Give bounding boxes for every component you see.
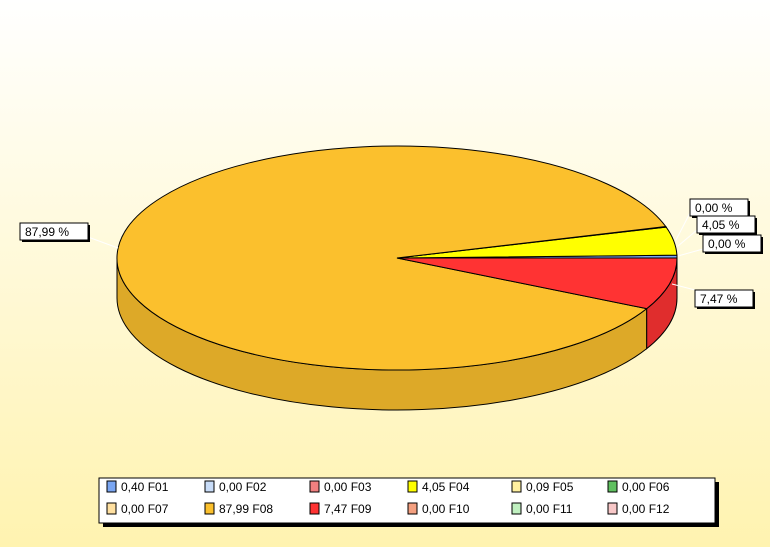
callout-box [19, 222, 89, 241]
callout-box [702, 234, 762, 253]
legend-item: 0,00 F10 [422, 502, 470, 516]
legend-item: 4,05 F04 [422, 480, 470, 494]
legend-item: 7,47 F09 [324, 502, 372, 516]
legend-swatch [511, 502, 522, 515]
legend-swatch [407, 502, 418, 515]
callout-label: 87,99 % [25, 225, 69, 239]
legend-swatch [204, 480, 215, 493]
legend-swatch [204, 502, 215, 515]
callout-labels: 87,99 % 0,00 % 4,05 % 0,00 % 7,47 % [19, 198, 763, 309]
pie-slice-f09 [396, 257, 678, 310]
legend-swatch [309, 502, 320, 515]
legend-item: 0,00 F11 [526, 502, 573, 516]
callout-label: 4,05 % [702, 218, 740, 232]
callout-leader [677, 248, 704, 257]
callout-label: 0,00 % [695, 201, 733, 215]
legend-swatch [511, 480, 522, 493]
legend-item: 0,00 F02 [219, 480, 267, 494]
legend-item: 0,00 F03 [324, 480, 372, 494]
legend-item: 0,00 F06 [622, 480, 670, 494]
legend-item: 0,00 F12 [622, 502, 670, 516]
legend-item: 0,00 F07 [121, 502, 169, 516]
legend-swatch [607, 502, 618, 515]
legend-swatch [106, 480, 117, 493]
pie-slice-f08 [116, 145, 667, 371]
callout-leader [87, 236, 119, 249]
callout-leader [675, 212, 691, 241]
legend-item: 87,99 F08 [219, 502, 273, 516]
legend-item: 0,09 F05 [526, 480, 574, 494]
legend-swatch [309, 480, 320, 493]
legend-swatch [607, 480, 618, 493]
callout-label: 7,47 % [700, 292, 738, 306]
legend-item: 0,40 F01 [121, 480, 169, 494]
pie-3d [116, 145, 678, 411]
callout-leader [677, 229, 698, 247]
callout-box [696, 215, 756, 234]
callout-leader [671, 283, 696, 291]
callout-label: 0,00 % [708, 237, 746, 251]
callout-box [694, 289, 754, 308]
legend: 0,40 F01 0,00 F02 0,00 F03 4,05 F04 0,09 F05… [98, 477, 719, 527]
legend-swatch [106, 502, 117, 515]
legend-swatch [407, 480, 418, 493]
